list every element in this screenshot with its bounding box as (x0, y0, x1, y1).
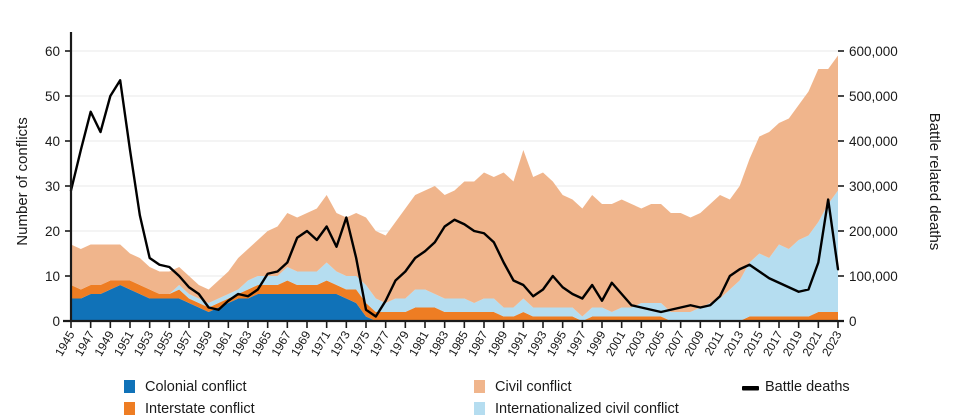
x-tick-label: 2001 (603, 328, 629, 358)
x-tick-label: 1985 (445, 328, 471, 358)
x-tick-label: 2007 (662, 328, 688, 358)
bottom-axis: 1945194719491951195319551957195919611963… (52, 319, 845, 359)
x-tick-label: 1965 (249, 328, 275, 358)
x-tick-label: 1983 (426, 328, 452, 358)
right-tick-label: 600,000 (849, 44, 898, 59)
x-tick-label: 1981 (406, 328, 432, 358)
left-tick-label: 20 (45, 224, 60, 239)
x-tick-label: 2017 (760, 328, 786, 358)
x-tick-label: 1963 (229, 328, 255, 358)
legend-label: Colonial conflict (145, 379, 247, 395)
x-tick-label: 1957 (170, 328, 196, 358)
legend-swatch (124, 402, 135, 415)
x-tick-label: 2013 (721, 328, 747, 358)
legend-swatch (474, 402, 485, 415)
legend-swatch (124, 380, 135, 393)
left-tick-label: 60 (45, 44, 60, 59)
x-tick-label: 1961 (209, 328, 235, 358)
right-tick-label: 0 (849, 314, 857, 329)
legend-swatch (474, 380, 485, 393)
x-tick-label: 2019 (780, 328, 806, 358)
y-axis-title: Number of conflicts (14, 117, 31, 245)
legend-label: Interstate conflict (145, 401, 255, 417)
y2-axis-title: Battle related deaths (926, 113, 943, 251)
x-tick-label: 1995 (544, 328, 570, 358)
x-tick-label: 1993 (524, 328, 550, 358)
x-tick-label: 1997 (563, 328, 589, 358)
x-tick-label: 1953 (131, 328, 157, 358)
right-tick-label: 500,000 (849, 89, 898, 104)
legend-item-interstate-conflict[interactable]: Interstate conflict (124, 401, 255, 417)
x-tick-label: 1989 (485, 328, 511, 358)
x-tick-label: 2009 (681, 328, 707, 358)
legend-label: Civil conflict (495, 379, 572, 395)
legend-label: Internationalized civil conflict (495, 401, 679, 417)
right-tick-label: 300,000 (849, 179, 898, 194)
left-tick-label: 10 (45, 269, 60, 284)
right-axis: 0 100,000 200,000 300,000 400,000 500,000 600,… (838, 44, 898, 329)
x-tick-label: 1979 (386, 328, 412, 358)
right-tick-label: 400,000 (849, 134, 898, 149)
x-tick-label: 1987 (465, 328, 491, 358)
x-tick-label: 1955 (150, 328, 176, 358)
right-tick-label: 100,000 (849, 269, 898, 284)
legend-item-colonial-conflict[interactable]: Colonial conflict (124, 379, 247, 395)
x-tick-label: 2003 (622, 328, 648, 358)
left-tick-label: 40 (45, 134, 60, 149)
x-tick-label: 1949 (91, 328, 117, 358)
left-tick-label: 50 (45, 89, 60, 104)
x-tick-label: 2021 (799, 328, 825, 358)
battle-deaths-line (69, 79, 840, 318)
x-tick-label: 1975 (347, 328, 373, 358)
legend-item-civil-conflict[interactable]: Civil conflict (474, 379, 572, 395)
legend: Colonial conflict Interstate conflict Civi… (124, 379, 850, 417)
left-axis: 0 10 20 30 40 50 60 (45, 32, 73, 329)
x-tick-label: 1971 (308, 328, 334, 358)
x-tick-label: 1945 (52, 328, 78, 358)
left-tick-label: 30 (45, 179, 60, 194)
x-tick-label: 1967 (268, 328, 294, 358)
legend-line-marker (742, 386, 759, 391)
right-tick-label: 200,000 (849, 224, 898, 239)
x-tick-label: 1969 (288, 328, 314, 358)
x-tick-label: 1991 (504, 328, 530, 358)
x-tick-label: 1977 (367, 328, 393, 358)
legend-label: Battle deaths (765, 379, 850, 395)
x-tick-label: 2015 (740, 328, 766, 358)
stacked-areas (71, 55, 838, 321)
area-series-internationalized-civil-conflict (71, 190, 838, 321)
x-tick-label: 1959 (190, 328, 216, 358)
left-tick-label: 0 (52, 314, 60, 329)
area-series-interstate-conflict (71, 280, 838, 321)
x-tick-label: 1999 (583, 328, 609, 358)
x-tick-label: 2005 (642, 328, 668, 358)
x-tick-label: 1951 (111, 328, 137, 358)
area-series-civil-conflict (71, 55, 838, 317)
legend-item-internationalized-civil-conflict[interactable]: Internationalized civil conflict (474, 401, 679, 417)
x-tick-label: 2023 (819, 328, 845, 358)
legend-item-battle-deaths[interactable]: Battle deaths (742, 379, 850, 395)
x-tick-label: 1973 (327, 328, 353, 358)
x-tick-label: 1947 (72, 328, 98, 358)
